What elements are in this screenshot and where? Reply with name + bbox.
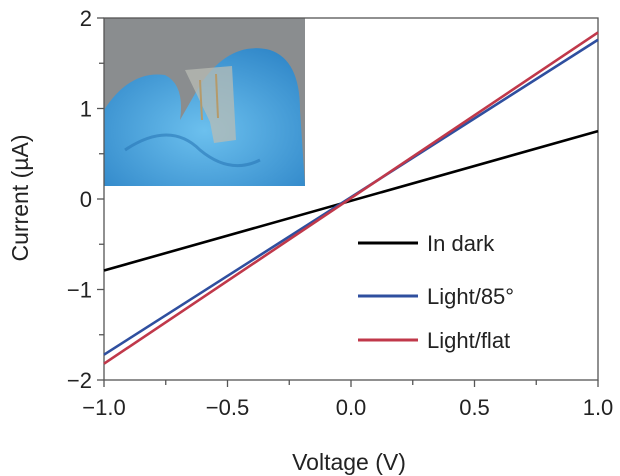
series-line-light-flat: [103, 31, 599, 365]
x-tick-label: 1.0: [583, 395, 614, 420]
legend-label: In dark: [427, 231, 495, 256]
y-tick-label: −2: [67, 368, 92, 393]
series-line-in-dark: [103, 129, 599, 272]
x-tick-label: 0.5: [459, 395, 490, 420]
x-tick-label: 0.0: [336, 395, 367, 420]
legend-label: Light/85°: [427, 284, 514, 309]
series-lines: [103, 31, 599, 365]
x-tick-label: −0.5: [206, 395, 249, 420]
y-tick-label: 2: [80, 6, 92, 31]
legend: In dark Light/85° Light/flat: [358, 231, 514, 353]
x-axis-label: Voltage (V): [292, 449, 406, 475]
inset-photo: [104, 18, 305, 186]
y-tick-label: 1: [80, 97, 92, 122]
axes: −1.0 −0.5 0.0 0.5 1.0 −2 −1 0 1 2: [67, 6, 613, 420]
y-axis-label: Current (µA): [7, 135, 33, 262]
y-tick-label: −1: [67, 278, 92, 303]
y-tick-label: 0: [80, 187, 92, 212]
x-tick-label: −1.0: [82, 395, 125, 420]
legend-label: Light/flat: [427, 328, 510, 353]
